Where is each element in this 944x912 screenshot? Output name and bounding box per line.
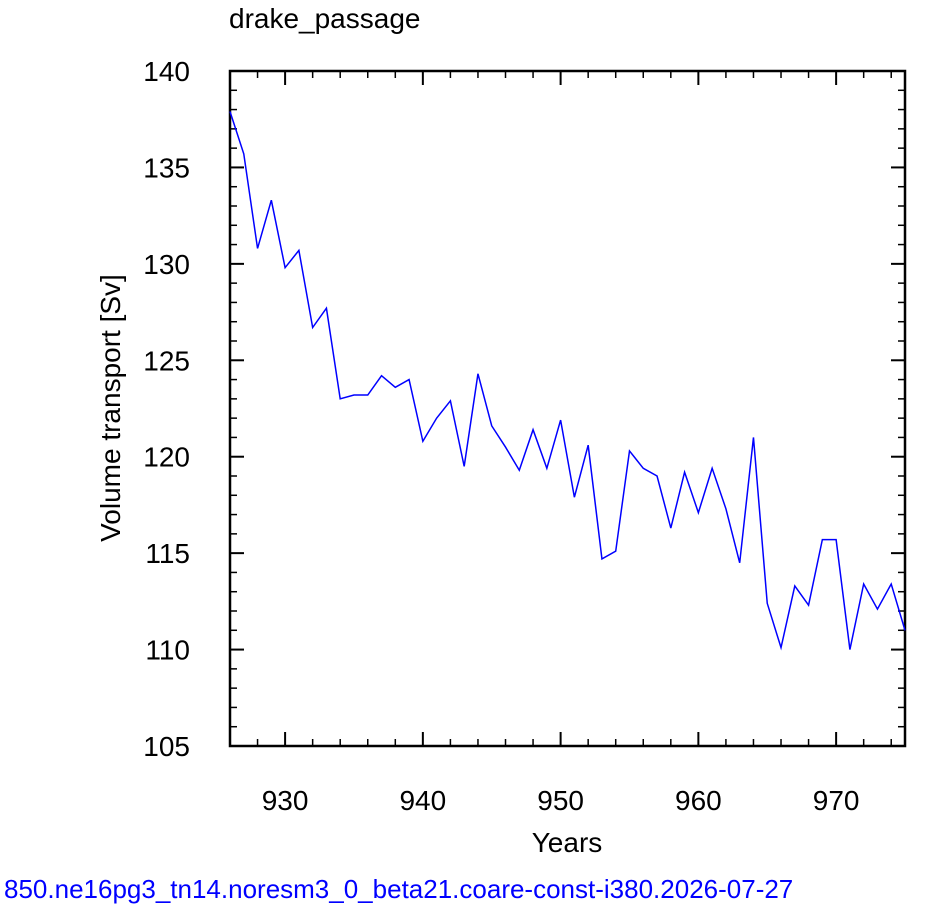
x-tick-label: 970 bbox=[813, 785, 860, 816]
y-tick-label: 140 bbox=[143, 56, 190, 87]
major-ticks bbox=[230, 70, 905, 747]
series-line bbox=[229, 111, 906, 651]
series-layer bbox=[229, 111, 906, 651]
minor-ticks bbox=[229, 71, 905, 746]
y-tick-label: 105 bbox=[143, 731, 190, 762]
x-tick-label: 960 bbox=[675, 785, 722, 816]
x-tick-labels: 930 940 950 960 970 bbox=[262, 785, 860, 816]
y-tick-label: 130 bbox=[143, 249, 190, 280]
y-tick-labels: 105 110 115 120 125 130 135 140 bbox=[143, 56, 190, 762]
y-axis-title: Volume transport [Sv] bbox=[95, 274, 126, 542]
y-tick-label: 135 bbox=[143, 152, 190, 183]
x-axis-title: Years bbox=[532, 827, 603, 858]
x-tick-label: 950 bbox=[537, 785, 584, 816]
plot-frame bbox=[228, 69, 907, 748]
footer-run-id: 850.ne16pg3_tn14.noresm3_0_beta21.coare-… bbox=[4, 874, 793, 904]
x-tick-label: 940 bbox=[399, 785, 446, 816]
x-tick-label: 930 bbox=[262, 785, 309, 816]
chart-title: drake_passage bbox=[229, 3, 420, 34]
y-tick-label: 115 bbox=[145, 538, 190, 569]
y-tick-label: 120 bbox=[143, 442, 190, 473]
y-tick-label: 125 bbox=[143, 345, 190, 376]
axes: 930 940 950 960 970 105 110 115 120 125 130 135 140 bbox=[143, 56, 907, 816]
series-points bbox=[229, 111, 906, 650]
y-tick-label: 110 bbox=[145, 635, 190, 666]
